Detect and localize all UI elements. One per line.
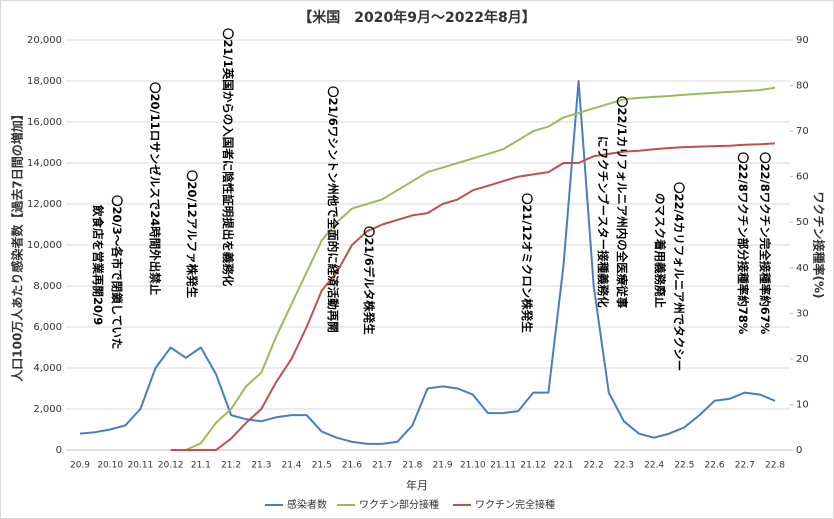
x-tick-label: 21.6 bbox=[342, 461, 362, 471]
x-tick-label: 21.3 bbox=[251, 461, 271, 471]
y-tick-label: 20,000 bbox=[27, 35, 62, 46]
y2-tick-label: 20 bbox=[796, 354, 809, 365]
y-axis-title: 人口100万人あたり感染者数【過去7日間の増加】 bbox=[10, 108, 25, 381]
x-tick-label: 21.8 bbox=[402, 461, 422, 471]
x-tick-label: 21.10 bbox=[460, 461, 486, 471]
y2-tick-label: 0 bbox=[796, 445, 802, 456]
annotation: のマスク着用義務廃止 bbox=[653, 193, 667, 308]
y2-tick-label: 70 bbox=[796, 126, 809, 137]
x-tick-label: 21.9 bbox=[433, 461, 453, 471]
y2-tick-label: 80 bbox=[796, 81, 809, 92]
annotation: にワクチンブースター接種義務化 bbox=[596, 136, 610, 308]
y-tick-label: 12,000 bbox=[27, 199, 62, 210]
x-tick-label: 21.7 bbox=[372, 461, 392, 471]
annotation: 〇22/8ワクチン完全接種率約67% bbox=[758, 152, 772, 335]
annotation: 〇22/8ワクチン部分接種率約78% bbox=[736, 152, 750, 335]
x-tick-label: 22.6 bbox=[705, 461, 725, 471]
chart-title: 【米国 2020年9月～2022年8月】 bbox=[298, 9, 535, 26]
annotation: 飲食店を営業再開20/9 bbox=[91, 204, 105, 325]
annotation: 〇20/12アルファ株発生 bbox=[185, 170, 199, 299]
annotation: 〇22/1カリフォルニア州内の全医療従事 bbox=[615, 96, 629, 309]
annotation: 〇22/4カリフォルニア州でタクシー bbox=[672, 182, 686, 371]
annotation: 〇21/12オミクロン株発生 bbox=[520, 193, 534, 333]
legend-label: ワクチン完全接種 bbox=[475, 498, 555, 511]
legend-label: ワクチン部分接種 bbox=[359, 498, 439, 511]
x-tick-label: 21.4 bbox=[281, 461, 301, 471]
y-tick-label: 2,000 bbox=[33, 404, 62, 415]
x-tick-label: 22.7 bbox=[735, 461, 755, 471]
y-tick-label: 14,000 bbox=[27, 158, 62, 169]
x-tick-label: 22.5 bbox=[674, 461, 694, 471]
x-tick-label: 22.8 bbox=[765, 461, 785, 471]
x-tick-label: 21.1 bbox=[191, 461, 211, 471]
x-tick-label: 22.4 bbox=[644, 461, 664, 471]
x-tick-label: 20.12 bbox=[158, 461, 184, 471]
y2-axis-title: ワクチン接種率(%) bbox=[812, 192, 827, 299]
legend-label: 感染者数 bbox=[287, 498, 327, 511]
y-tick-label: 8,000 bbox=[33, 281, 62, 292]
y-tick-label: 0 bbox=[56, 445, 62, 456]
x-axis-title: 年月 bbox=[406, 478, 428, 492]
y2-tick-label: 60 bbox=[796, 172, 809, 183]
series-line bbox=[170, 142, 776, 451]
annotation: 〇21/6デルタ株発生 bbox=[362, 226, 376, 335]
annotation: 〇21/6ワシントン州他で全面的に経済活動再開 bbox=[326, 86, 340, 333]
y-tick-label: 4,000 bbox=[33, 363, 62, 374]
y2-tick-label: 90 bbox=[796, 35, 809, 46]
series-line bbox=[79, 80, 776, 445]
x-tick-label: 22.3 bbox=[614, 461, 634, 471]
x-tick-label: 20.11 bbox=[128, 461, 154, 471]
y-tick-label: 16,000 bbox=[27, 117, 62, 128]
x-tick-label: 22.1 bbox=[553, 461, 573, 471]
y-tick-label: 10,000 bbox=[27, 240, 62, 251]
series-line bbox=[170, 86, 776, 451]
y-tick-label: 18,000 bbox=[27, 76, 62, 87]
annotation: 〇21/1英国からの入国者に陰性証明提出を義務化 bbox=[221, 28, 235, 287]
x-tick-label: 21.2 bbox=[221, 461, 241, 471]
x-tick-label: 21.12 bbox=[520, 461, 546, 471]
y-tick-label: 6,000 bbox=[33, 322, 62, 333]
y2-tick-label: 10 bbox=[796, 399, 809, 410]
x-tick-label: 20.10 bbox=[97, 461, 123, 471]
y2-tick-label: 40 bbox=[796, 263, 809, 274]
y2-tick-label: 50 bbox=[796, 217, 809, 228]
annotation: 〇20/3～各市で閉鎖していた bbox=[110, 195, 124, 349]
y2-tick-label: 30 bbox=[796, 308, 809, 319]
x-tick-label: 22.2 bbox=[584, 461, 604, 471]
x-tick-label: 21.5 bbox=[312, 461, 332, 471]
annotation: 〇20/11ロサンゼルスで24時間外出禁止 bbox=[148, 82, 162, 296]
x-tick-label: 21.11 bbox=[490, 461, 516, 471]
x-tick-label: 20.9 bbox=[70, 461, 90, 471]
